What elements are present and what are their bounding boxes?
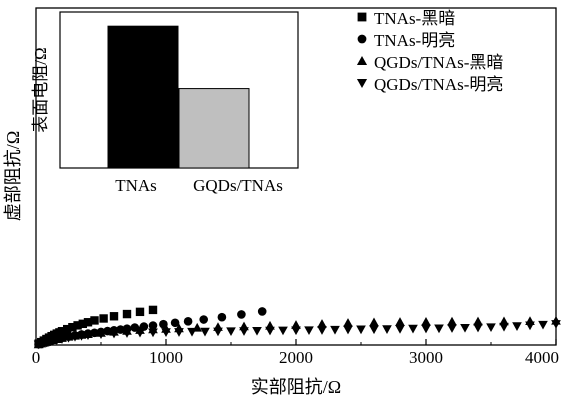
x-tick-label: 1000 [149,348,183,367]
data-point [473,323,483,333]
legend-label: QGDs/TNAs-明亮 [374,75,503,94]
inset-y-axis-label: 表面电阻/Ω [31,47,50,132]
data-point [148,328,158,338]
data-point [538,320,548,330]
data-point [525,321,535,331]
series-4 [33,320,561,350]
data-point [330,325,340,335]
y-axis-label: 虚部阻抗/Ω [3,131,23,221]
data-point [122,329,132,338]
data-point [369,325,379,335]
data-point [278,326,288,336]
data-point [183,317,193,326]
legend-marker [357,34,367,44]
x-ticks: 0 1000 2000 3000 4000 [32,339,559,367]
data-point [421,317,431,326]
legend-label: QGDs/TNAs-黑暗 [374,53,503,72]
x-tick-label: 4000 [525,348,559,367]
legend-marker [356,55,368,66]
data-point [395,325,405,334]
data-point [447,316,457,326]
data-point [135,328,145,338]
data-point [76,332,87,341]
data-point [116,325,125,334]
legend-label: TNAs-明亮 [374,31,455,50]
data-point [170,318,180,328]
data-point [473,316,483,326]
data-point [90,316,99,325]
data-point [447,324,457,333]
data-point [291,326,301,336]
x-tick-label: 2000 [279,348,313,367]
data-point [135,307,145,317]
x-axis-label: 实部阻抗/Ω [251,377,341,397]
data-point [78,319,87,329]
data-point [161,328,171,337]
data-point [252,326,262,336]
data-point [200,327,210,337]
data-point [395,317,405,326]
inset-category-label-gqds-tnas: GQDs/TNAs [193,176,283,195]
data-point [109,329,119,339]
data-point [408,324,418,334]
data-point [148,305,158,315]
data-point [499,322,509,332]
data-point [434,324,444,334]
data-point [73,321,82,330]
legend-label: TNAs-黑暗 [374,9,455,28]
main-plot-marks [33,305,561,350]
data-point [199,315,208,324]
x-tick-label: 0 [32,348,41,367]
data-point [343,318,353,327]
data-point [356,325,366,335]
data-point [369,317,379,327]
data-point [68,322,77,332]
data-point [317,319,327,328]
data-point [343,325,353,335]
data-point [237,310,246,319]
data-point [83,318,93,327]
data-point [187,327,197,337]
data-point [304,326,314,336]
x-tick-label: 3000 [409,348,443,367]
data-point [109,312,119,321]
data-point [103,326,112,336]
data-point [512,322,522,331]
data-point [63,333,74,343]
data-point [317,326,327,335]
inset-bar-gqds-tnas [178,88,250,169]
data-point [217,312,227,322]
data-point [70,332,80,342]
inset-bar-chart: 表面电阻/Ω TNAs GQDs/TNAs [31,11,299,195]
data-point [265,326,275,336]
data-point [57,327,67,336]
data-point [460,323,470,333]
data-point [83,331,93,340]
data-point [122,309,132,319]
legend-marker [356,78,368,89]
data-point [551,320,561,329]
data-point [382,325,392,334]
legend-marker [357,12,367,22]
legend: TNAs-黑暗 TNAs-明亮 QGDs/TNAs-黑暗 QGDs/TNAs-明亮 [356,9,503,94]
data-point [421,324,431,334]
data-point [174,328,184,337]
data-point [486,323,496,333]
inset-bar-tnas [107,25,179,169]
data-point [63,324,72,334]
data-point [226,327,236,337]
data-point [99,314,108,323]
inset-category-label-tnas: TNAs [115,176,157,195]
data-point [239,327,249,336]
data-point [257,307,267,316]
data-point [57,335,67,344]
data-point [96,330,106,340]
data-point [213,327,223,337]
